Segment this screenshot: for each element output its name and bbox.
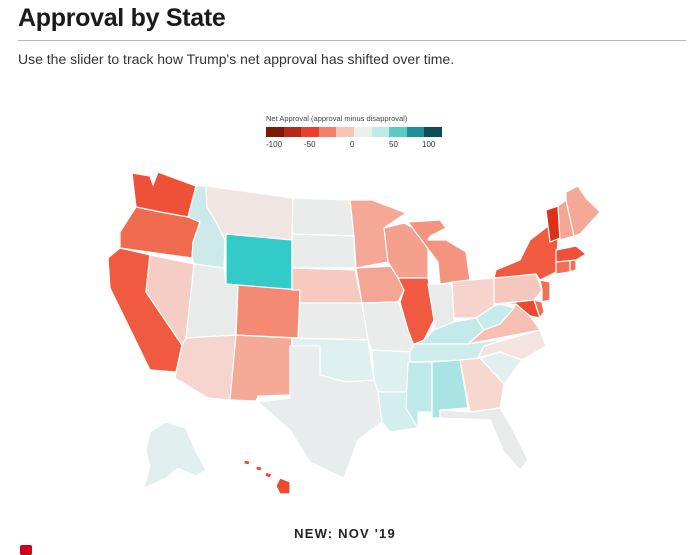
state-maryland[interactable]	[499, 299, 541, 319]
state-west-virginia[interactable]	[475, 303, 515, 331]
state-new-mexico[interactable]	[229, 334, 293, 402]
legend-swatch	[318, 127, 337, 137]
time-slider-handle[interactable]	[20, 545, 32, 555]
legend-swatch	[283, 127, 302, 137]
state-pennsylvania[interactable]	[493, 273, 543, 305]
page-subtitle: Use the slider to track how Trump's net …	[18, 51, 455, 67]
state-georgia[interactable]	[459, 357, 505, 413]
legend-tick-neg100: -100	[266, 140, 283, 149]
state-new-york[interactable]	[493, 225, 559, 281]
state-delaware[interactable]	[533, 299, 545, 319]
state-hawaii-big-island[interactable]	[275, 477, 291, 495]
state-maine[interactable]	[565, 185, 601, 237]
state-hawaii-kauai[interactable]	[255, 465, 263, 472]
state-texas[interactable]	[257, 345, 385, 479]
legend-ticks: -100 -50 0 50 100	[262, 140, 442, 152]
state-north-dakota[interactable]	[291, 197, 355, 237]
legend-tick-0: 0	[350, 140, 355, 149]
state-arizona[interactable]	[174, 334, 237, 401]
legend-swatch	[371, 127, 390, 137]
legend-tick-50: 50	[389, 140, 398, 149]
state-hawaii-oahu[interactable]	[264, 471, 273, 479]
title-divider	[18, 40, 686, 41]
state-colorado[interactable]	[235, 284, 301, 339]
legend-tick-neg50: -50	[304, 140, 316, 149]
legend-swatch	[389, 127, 407, 137]
legend-swatch	[406, 127, 425, 137]
date-label: NEW: NOV '19	[294, 526, 396, 541]
color-legend: Net Approval (approval minus disapproval…	[262, 114, 442, 152]
state-kansas[interactable]	[297, 302, 369, 341]
state-rhode-island[interactable]	[569, 259, 577, 273]
legend-swatch	[301, 127, 319, 137]
state-florida[interactable]	[439, 407, 529, 471]
state-alaska[interactable]	[143, 421, 207, 489]
state-south-dakota[interactable]	[291, 233, 356, 269]
state-michigan[interactable]	[407, 219, 471, 285]
state-iowa[interactable]	[355, 265, 405, 304]
state-hawaii[interactable]	[243, 459, 251, 466]
legend-swatch	[353, 127, 372, 137]
legend-swatch	[336, 127, 354, 137]
legend-color-scale	[266, 127, 442, 137]
page-title: Approval by State	[18, 4, 226, 32]
state-new-jersey[interactable]	[539, 279, 551, 303]
legend-swatch	[424, 127, 442, 137]
state-nebraska[interactable]	[291, 267, 363, 304]
legend-swatch	[266, 127, 284, 137]
legend-title: Net Approval (approval minus disapproval…	[266, 114, 408, 123]
legend-tick-100: 100	[422, 140, 436, 149]
state-wyoming[interactable]	[225, 233, 293, 291]
us-state-map	[107, 171, 601, 495]
state-massachusetts[interactable]	[555, 245, 587, 263]
